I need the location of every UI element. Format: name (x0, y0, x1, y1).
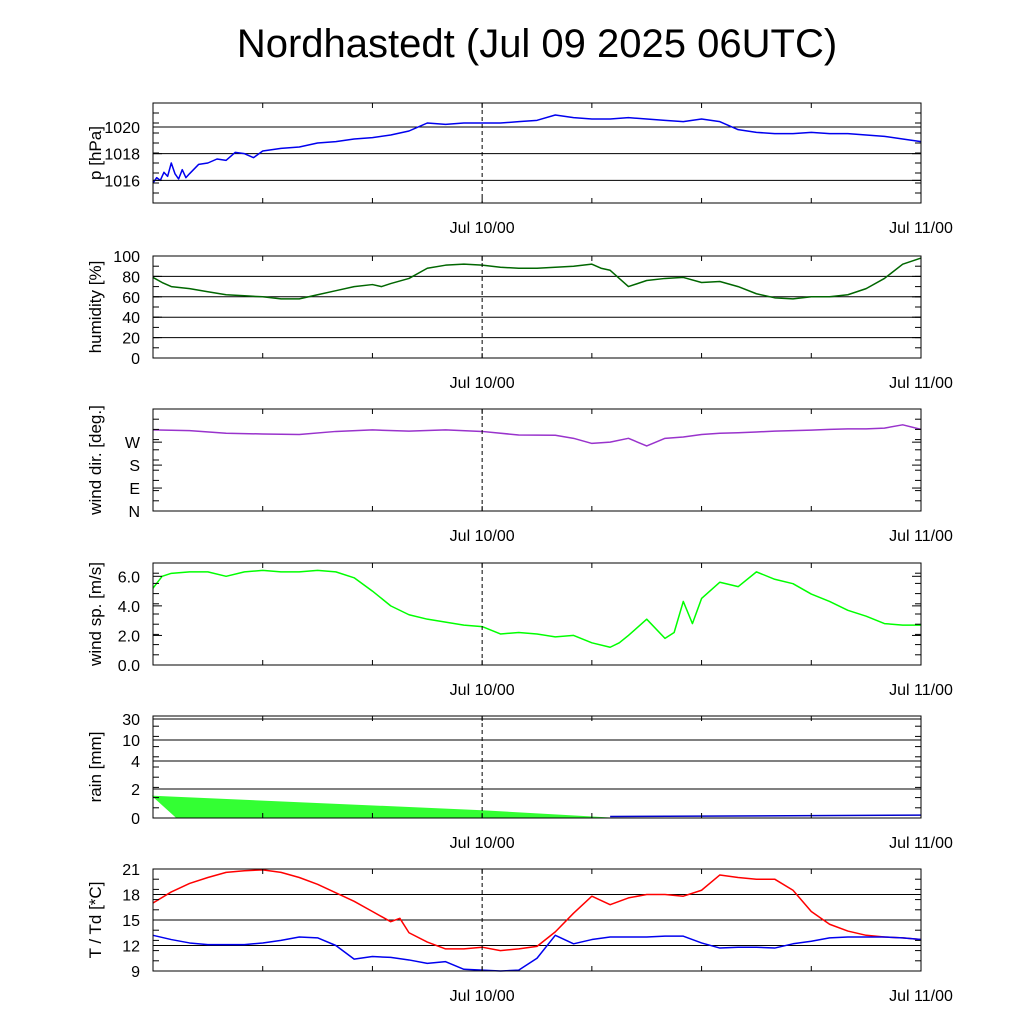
y-tick-label: 40 (122, 310, 140, 327)
series-line-3-0 (152, 569, 921, 649)
panel-frame (152, 255, 922, 359)
y-axis-label: humidity [%] (86, 261, 105, 354)
series-line-2-0 (152, 424, 922, 447)
x-tick-label: Jul 11/00 (889, 375, 953, 392)
page-title: Nordhastedt (Jul 09 2025 06UTC) (236, 22, 838, 66)
y-tick-label: 21 (122, 862, 140, 879)
series-line-5-1 (152, 934, 922, 972)
rain-series-line (610, 814, 922, 818)
y-tick-label: 20 (122, 331, 140, 348)
y-tick-label: 1018 (104, 147, 140, 164)
y-tick-label: 0.0 (118, 658, 140, 675)
x-tick-label: Jul 11/00 (889, 835, 953, 852)
y-tick-label: N (128, 504, 140, 521)
y-tick-label: 1016 (104, 173, 140, 190)
y-tick-label: S (129, 458, 140, 475)
y-tick-label: 9 (131, 964, 140, 981)
y-tick-label: 2.0 (118, 628, 140, 645)
y-tick-label: 12 (122, 939, 140, 956)
y-tick-label: 60 (122, 290, 140, 307)
x-tick-label: Jul 10/00 (450, 220, 515, 237)
y-axis-label: rain [mm] (86, 732, 105, 803)
series-line-5-0 (152, 869, 922, 952)
x-tick-label: Jul 11/00 (889, 682, 953, 699)
y-axis-label: p [hPa] (86, 126, 105, 180)
y-tick-label: 0 (131, 811, 140, 828)
x-tick-label: Jul 10/00 (450, 988, 515, 1005)
y-tick-label: W (125, 435, 141, 452)
panel-frame (152, 102, 922, 204)
y-tick-label: 30 (122, 712, 140, 729)
x-tick-label: Jul 11/00 (889, 988, 953, 1005)
y-tick-label: 6.0 (118, 569, 140, 586)
y-tick-label: 100 (113, 249, 140, 266)
y-tick-label: 4 (131, 754, 140, 771)
rain-area (151, 795, 611, 819)
x-tick-label: Jul 11/00 (889, 528, 953, 545)
y-tick-label: 2 (131, 782, 140, 799)
x-tick-label: Jul 11/00 (889, 220, 953, 237)
y-tick-label: 1020 (104, 120, 140, 137)
y-axis-label: wind dir. [deg.] (86, 405, 105, 516)
y-tick-label: 10 (122, 733, 140, 750)
y-tick-label: 0 (131, 351, 140, 368)
panel-frame (152, 408, 922, 512)
y-tick-label: 15 (122, 913, 140, 930)
y-tick-label: 18 (122, 888, 140, 905)
series-line-1-0 (152, 257, 922, 300)
series-line-0-0 (152, 114, 922, 184)
y-axis-label: wind sp. [m/s] (86, 562, 105, 667)
x-tick-label: Jul 10/00 (450, 528, 515, 545)
x-tick-label: Jul 10/00 (450, 682, 515, 699)
y-tick-label: E (129, 481, 140, 498)
x-tick-label: Jul 10/00 (450, 375, 515, 392)
y-axis-label: T / Td [*C] (86, 882, 105, 959)
y-tick-label: 4.0 (118, 599, 140, 616)
y-tick-label: 80 (122, 269, 140, 286)
panel-frame (152, 562, 922, 666)
x-tick-label: Jul 10/00 (450, 835, 515, 852)
